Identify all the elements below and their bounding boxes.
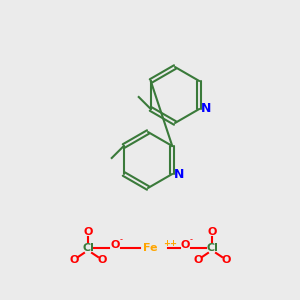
Text: O: O (97, 255, 107, 265)
Text: ++: ++ (163, 239, 177, 248)
Text: O: O (110, 240, 120, 250)
Text: -: - (120, 236, 123, 244)
Text: O: O (207, 227, 217, 237)
Text: O: O (193, 255, 203, 265)
Text: Fe: Fe (143, 243, 157, 253)
Text: O: O (221, 255, 231, 265)
Text: Cl: Cl (206, 243, 218, 253)
Text: O: O (180, 240, 190, 250)
Text: N: N (201, 103, 212, 116)
Text: Cl: Cl (82, 243, 94, 253)
Text: O: O (69, 255, 79, 265)
Text: -: - (190, 236, 193, 244)
Text: O: O (83, 227, 93, 237)
Text: N: N (174, 167, 184, 181)
